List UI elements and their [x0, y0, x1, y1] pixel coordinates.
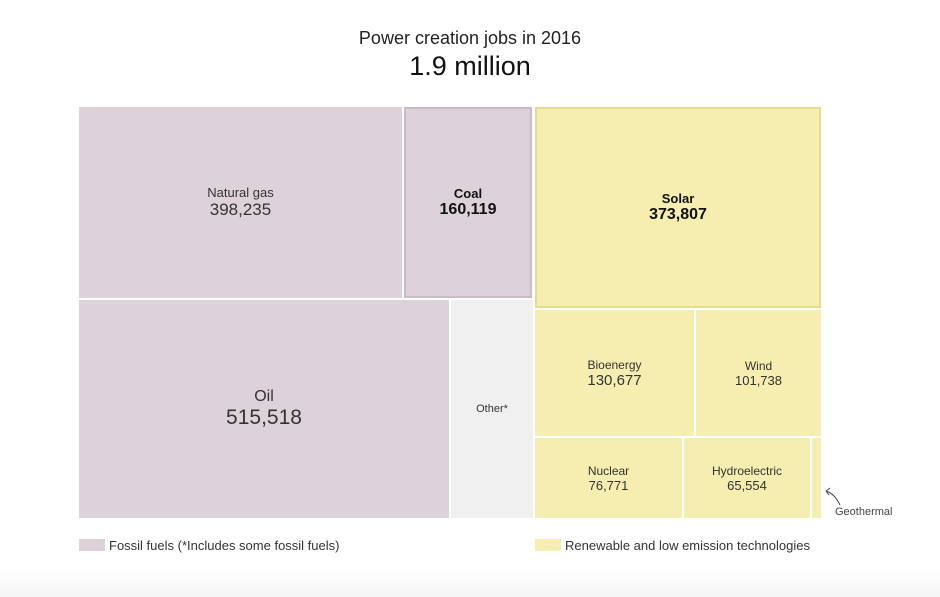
- chart-title: Power creation jobs in 2016: [358, 28, 582, 48]
- treemap-cell-oil: Oil 515,518: [79, 300, 449, 518]
- cell-value-label: 373,807: [649, 206, 707, 223]
- cell-value-label: 515,518: [226, 406, 302, 429]
- cell-name-label: Natural gas: [207, 185, 274, 200]
- legend-label-renewable: Renewable and low emission technologies: [565, 538, 810, 553]
- treemap-cell-geothermal: [812, 438, 821, 518]
- cell-value-label: 65,554: [727, 477, 767, 493]
- treemap-cell-coal: Coal 160,119: [404, 107, 532, 298]
- cell-name-label: Oil: [254, 388, 274, 405]
- treemap-cell-bioenergy: Bioenergy 130,677: [535, 310, 694, 436]
- treemap-cell-hydroelectric: Hydroelectric 65,554: [684, 438, 810, 518]
- cell-value-label: 398,235: [209, 200, 272, 219]
- cell-value-label: 160,119: [439, 201, 497, 218]
- cell-name-label: Hydroelectric: [711, 463, 783, 478]
- bottom-fade: [0, 567, 940, 597]
- legend-swatch-fossil: [79, 539, 105, 551]
- cell-value-label: 76,771: [588, 477, 629, 493]
- chart-subtitle: 1.9 million: [409, 51, 531, 81]
- treemap-cell-solar: Solar 373,807: [535, 107, 821, 308]
- cell-name-label: Solar: [661, 191, 695, 206]
- cell-name-label: Bioenergy: [587, 357, 642, 372]
- legend-label-fossil: Fossil fuels (*Includes some fossil fuel…: [109, 538, 340, 553]
- treemap-cell-other: Other*: [451, 300, 533, 518]
- cell-name-label: Other*: [476, 403, 508, 415]
- legend-swatch-renewable: [535, 539, 561, 551]
- cell-value-label: 130,677: [587, 371, 642, 389]
- geothermal-annotation: Geothermal: [835, 506, 893, 518]
- treemap-cell-natural-gas: Natural gas 398,235: [79, 107, 402, 298]
- cell-name-label: Coal: [453, 186, 483, 201]
- cell-name-label: Wind: [744, 358, 773, 373]
- cell-value-label: 101,738: [735, 372, 782, 388]
- cell-name-label: Nuclear: [587, 463, 630, 478]
- treemap-cell-wind: Wind 101,738: [696, 310, 821, 436]
- treemap-cell-nuclear: Nuclear 76,771: [535, 438, 682, 518]
